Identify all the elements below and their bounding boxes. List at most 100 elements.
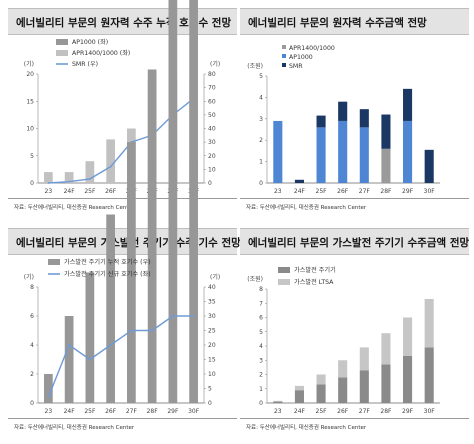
- source-note: 자료: 두산에너빌리티, 대신증권 Research Center: [14, 205, 135, 211]
- x-tick-label: 29F: [402, 188, 414, 195]
- source-note: 자료: 두산에너빌리티, 대신증권 Research Center: [246, 425, 367, 431]
- x-tick-label: 26F: [105, 188, 117, 195]
- legend-label: 가스발전 주기기: [294, 266, 336, 274]
- y-unit-left: (기): [24, 60, 34, 68]
- bar-segment: [294, 390, 304, 403]
- legend-label: AP1000: [289, 54, 313, 61]
- x-tick-label: 26F: [105, 408, 117, 415]
- x-tick-label: 27F: [359, 408, 371, 415]
- legend-label: 가스발전 주기기 신규 호기수 (좌): [64, 270, 151, 278]
- line-point: [130, 329, 133, 332]
- y-tick-label-right: 40: [208, 126, 216, 133]
- y-tick-label-left: 2: [259, 137, 263, 144]
- y-unit-left: (조원): [247, 62, 263, 70]
- chart-title: 에너빌리티 부문의 원자력 수주 누적 호기수 전망: [16, 17, 232, 29]
- x-tick-label: 30F: [188, 408, 200, 415]
- y-tick-label-left: 6: [30, 313, 34, 320]
- y-tick-label-left: 4: [259, 343, 263, 350]
- x-tick-label: 23: [274, 188, 282, 195]
- y-tick-label-right: 20: [208, 153, 216, 160]
- y-tick-label-left: 0: [30, 180, 34, 187]
- x-tick-label: 30F: [424, 188, 436, 195]
- bar-segment: [359, 347, 369, 371]
- x-tick-label: 29F: [167, 408, 179, 415]
- bar-segment: [273, 120, 283, 183]
- source-note: 자료: 두산에너빌리티, 대신증권 Research Center: [246, 205, 367, 211]
- y-unit-left: (조원): [247, 275, 263, 283]
- line-point: [109, 344, 112, 346]
- y-tick-label-right: 15: [208, 357, 216, 364]
- y-tick-label-right: 5: [208, 386, 212, 393]
- legend-label: AP1000 (좌): [72, 38, 108, 46]
- bar-segment: [338, 101, 348, 121]
- bar-segment: [381, 333, 391, 365]
- y-tick-label-right: 30: [208, 139, 216, 146]
- legend-swatch: [282, 45, 286, 49]
- bar-segment: [381, 364, 391, 403]
- y-tick-label-left: 4: [30, 342, 34, 349]
- bar-segment: [338, 360, 348, 378]
- x-tick-label: 25F: [84, 188, 96, 195]
- line-point: [88, 178, 91, 180]
- x-tick-label: 26F: [337, 408, 349, 415]
- x-tick-label: 28F: [147, 408, 159, 415]
- y-tick-label-left: 0: [259, 400, 263, 407]
- y-tick-label-left: 4: [259, 94, 263, 101]
- x-tick-label: 23: [45, 408, 53, 415]
- legend-swatch: [282, 54, 286, 58]
- bar-segment: [273, 401, 283, 403]
- y-tick-label-left: 6: [259, 315, 263, 322]
- legend-label: 가스발전 주기기 누적 호기수 (우): [64, 258, 151, 266]
- legend-label: SMR (우): [72, 61, 98, 68]
- line-point: [109, 165, 112, 168]
- bar-segment: [359, 127, 369, 183]
- line-point: [151, 329, 154, 332]
- bar-segment: [403, 317, 413, 356]
- y-tick-label-left: 8: [259, 286, 263, 293]
- x-tick-label: 24F: [64, 408, 76, 415]
- bar-segment: [424, 347, 434, 403]
- y-tick-label-left: 7: [259, 300, 263, 307]
- bar-segment: [273, 400, 283, 402]
- y-unit-right: (기): [210, 273, 220, 281]
- y-tick-label-left: 20: [26, 71, 34, 78]
- legend-swatch: [282, 63, 286, 67]
- x-tick-label: 23: [45, 188, 53, 195]
- bar-segment: [64, 172, 74, 183]
- legend-label: APR1400/1000 (좌): [72, 49, 130, 57]
- y-tick-label-right: 60: [208, 98, 216, 105]
- legend-label: SMR: [289, 63, 303, 70]
- chart-panel-nuclear-amount: 에너빌리티 부문의 원자력 수주금액 전망 0 1 2 3 4 5 (조원) 23 24F 25F…: [240, 8, 469, 222]
- legend-label: APR1400/1000: [289, 45, 335, 52]
- y-tick-label-right: 30: [208, 313, 216, 320]
- x-tick-label: 25F: [316, 188, 328, 195]
- y-tick-label-right: 0: [208, 400, 212, 407]
- bar-segment: [316, 384, 326, 403]
- x-tick-label: 26F: [337, 188, 349, 195]
- legend-label: 가스발전 LTSA: [294, 278, 334, 286]
- bar-segment: [44, 374, 53, 403]
- legend-swatch: [56, 50, 68, 56]
- bar-segment: [106, 139, 115, 183]
- chart-title: 에너빌리티 부문의 가스발전 주기기 수주금액 전망: [248, 237, 470, 249]
- y-tick-label-left: 1: [259, 159, 263, 166]
- x-tick-label: 29F: [402, 408, 414, 415]
- bar-segment: [64, 316, 74, 403]
- source-divider: [240, 198, 469, 199]
- x-tick-label: 23: [274, 408, 282, 415]
- y-tick-label-left: 1: [259, 386, 263, 393]
- bar-segment: [338, 120, 348, 183]
- y-tick-label-left: 8: [30, 284, 34, 291]
- y-tick-label-right: 50: [208, 112, 216, 119]
- chart-panel-gas-units: 에너빌리티 부문의 가스발전 주기기 수주 기수 전망 0 2 4 6 8 0 5 10 15 2…: [8, 0, 241, 442]
- source-divider: [8, 198, 237, 199]
- line-point: [171, 315, 174, 317]
- chart-title: 에너빌리티 부문의 원자력 수주금액 전망: [248, 17, 427, 29]
- bar-segment: [316, 115, 326, 128]
- chart-nuclear-units: 0 5 10 15 20 0 10 20 30 40 50 60 70 80 (기) (기) 23 24F 25F 2…: [24, 38, 220, 195]
- line-point: [88, 358, 91, 361]
- line-point: [68, 344, 71, 346]
- y-tick-label-left: 3: [259, 116, 263, 123]
- y-tick-label-left: 0: [259, 180, 263, 187]
